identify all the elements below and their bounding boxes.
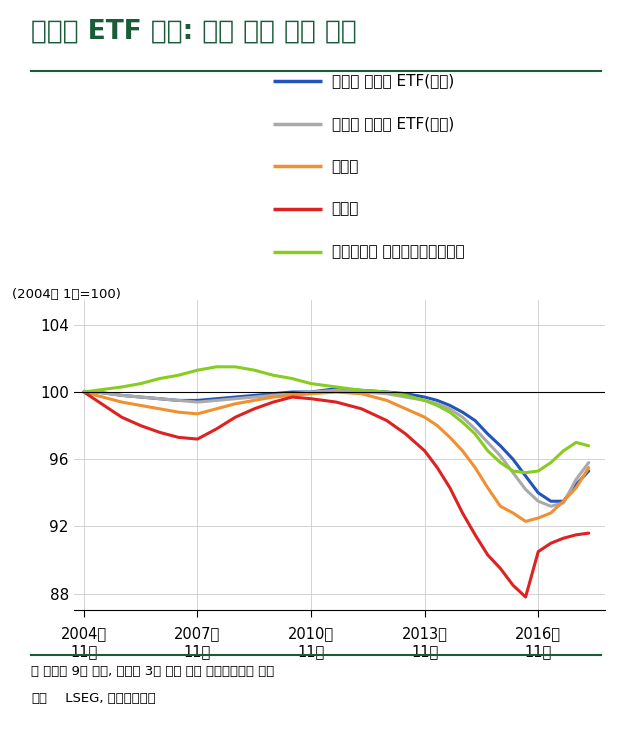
Text: 타임폴리오 코리아밸류업액티브: 타임폴리오 코리아밸류업액티브 — [332, 244, 464, 259]
Text: 자료: 자료 — [31, 692, 47, 705]
Text: 밸류업 패시브 ETF(평균): 밸류업 패시브 ETF(평균) — [332, 73, 454, 88]
Text: (2004년 1월=100): (2004년 1월=100) — [12, 288, 122, 301]
Text: LSEG, 신한투자증권: LSEG, 신한투자증권 — [61, 692, 156, 705]
Text: 주 패시브 9개 상품, 액티브 3개 상품 각각 동일가중으로 합산: 주 패시브 9개 상품, 액티브 3개 상품 각각 동일가중으로 합산 — [31, 665, 274, 678]
Text: 밸류업 ETF 상장: 시장 대비 성과 방어: 밸류업 ETF 상장: 시장 대비 성과 방어 — [31, 19, 356, 45]
Text: 코스피: 코스피 — [332, 159, 359, 174]
Text: 코스닥: 코스닥 — [332, 201, 359, 216]
Text: 밸류업 액티브 ETF(평균): 밸류업 액티브 ETF(평균) — [332, 116, 454, 131]
